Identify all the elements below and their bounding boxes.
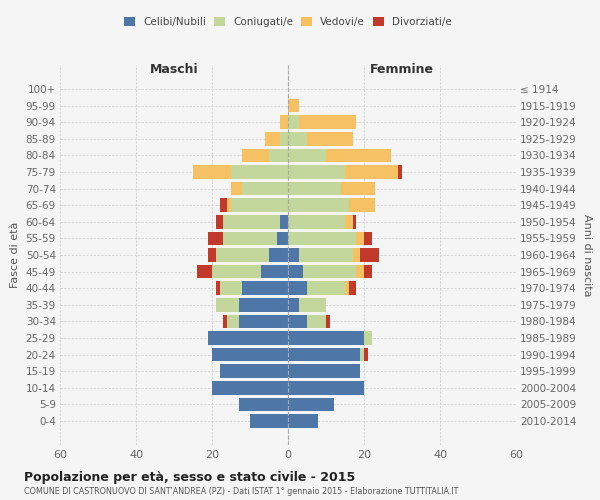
Bar (345, 282, 349, 295)
Bar (193, 165, 231, 179)
Bar (220, 364, 288, 378)
Bar (280, 132, 288, 145)
Bar (288, 414, 319, 428)
Text: Maschi: Maschi (149, 63, 199, 76)
Bar (288, 298, 299, 312)
Bar (239, 298, 288, 312)
Bar (288, 348, 360, 362)
Bar (288, 99, 299, 112)
Bar (364, 265, 371, 278)
Bar (216, 298, 239, 312)
Bar (239, 314, 288, 328)
Bar (364, 331, 371, 345)
Y-axis label: Anni di nascita: Anni di nascita (583, 214, 592, 296)
Bar (212, 265, 262, 278)
Bar (345, 165, 398, 179)
Legend: Celibi/Nubili, Coniugati/e, Vedovi/e, Divorziati/e: Celibi/Nubili, Coniugati/e, Vedovi/e, Di… (120, 13, 456, 32)
Bar (364, 232, 371, 245)
Bar (280, 116, 288, 129)
Bar (360, 248, 379, 262)
Bar (349, 282, 356, 295)
Bar (307, 132, 353, 145)
Bar (242, 182, 288, 196)
Bar (239, 398, 288, 411)
Bar (220, 198, 227, 212)
Bar (288, 165, 345, 179)
Bar (250, 414, 288, 428)
Bar (345, 215, 353, 228)
Bar (364, 348, 368, 362)
Bar (353, 248, 360, 262)
Bar (341, 182, 376, 196)
Bar (326, 314, 330, 328)
Bar (288, 314, 307, 328)
Bar (307, 314, 326, 328)
Bar (398, 165, 402, 179)
Bar (208, 331, 288, 345)
Bar (216, 282, 220, 295)
Bar (288, 198, 349, 212)
Bar (349, 198, 376, 212)
Bar (288, 182, 341, 196)
Text: Femmine: Femmine (370, 63, 434, 76)
Bar (277, 232, 288, 245)
Bar (197, 265, 212, 278)
Bar (269, 148, 288, 162)
Bar (223, 215, 280, 228)
Y-axis label: Fasce di età: Fasce di età (10, 222, 20, 288)
Bar (356, 232, 364, 245)
Bar (288, 232, 356, 245)
Bar (262, 265, 288, 278)
Bar (220, 282, 242, 295)
Bar (288, 148, 326, 162)
Bar (288, 331, 364, 345)
Bar (288, 398, 334, 411)
Bar (303, 265, 356, 278)
Text: Popolazione per età, sesso e stato civile - 2015: Popolazione per età, sesso e stato civil… (24, 471, 355, 484)
Bar (212, 348, 288, 362)
Bar (299, 248, 353, 262)
Bar (299, 116, 356, 129)
Bar (242, 282, 288, 295)
Bar (307, 282, 345, 295)
Bar (265, 132, 280, 145)
Bar (242, 148, 269, 162)
Bar (356, 265, 364, 278)
Bar (288, 116, 299, 129)
Bar (288, 364, 360, 378)
Bar (231, 182, 242, 196)
Bar (288, 132, 307, 145)
Bar (360, 348, 364, 362)
Bar (216, 215, 223, 228)
Text: COMUNE DI CASTRONUOVO DI SANT'ANDREA (PZ) - Dati ISTAT 1° gennaio 2015 - Elabora: COMUNE DI CASTRONUOVO DI SANT'ANDREA (PZ… (24, 487, 458, 496)
Bar (216, 248, 269, 262)
Bar (288, 248, 299, 262)
Bar (231, 198, 288, 212)
Bar (288, 265, 303, 278)
Bar (353, 215, 356, 228)
Bar (223, 232, 277, 245)
Bar (227, 314, 239, 328)
Bar (227, 198, 231, 212)
Bar (280, 215, 288, 228)
Bar (212, 381, 288, 394)
Bar (299, 298, 326, 312)
Bar (231, 165, 288, 179)
Bar (269, 248, 288, 262)
Bar (208, 232, 223, 245)
Bar (288, 215, 345, 228)
Bar (223, 314, 227, 328)
Bar (288, 282, 307, 295)
Bar (326, 148, 391, 162)
Bar (208, 248, 216, 262)
Bar (288, 381, 364, 394)
